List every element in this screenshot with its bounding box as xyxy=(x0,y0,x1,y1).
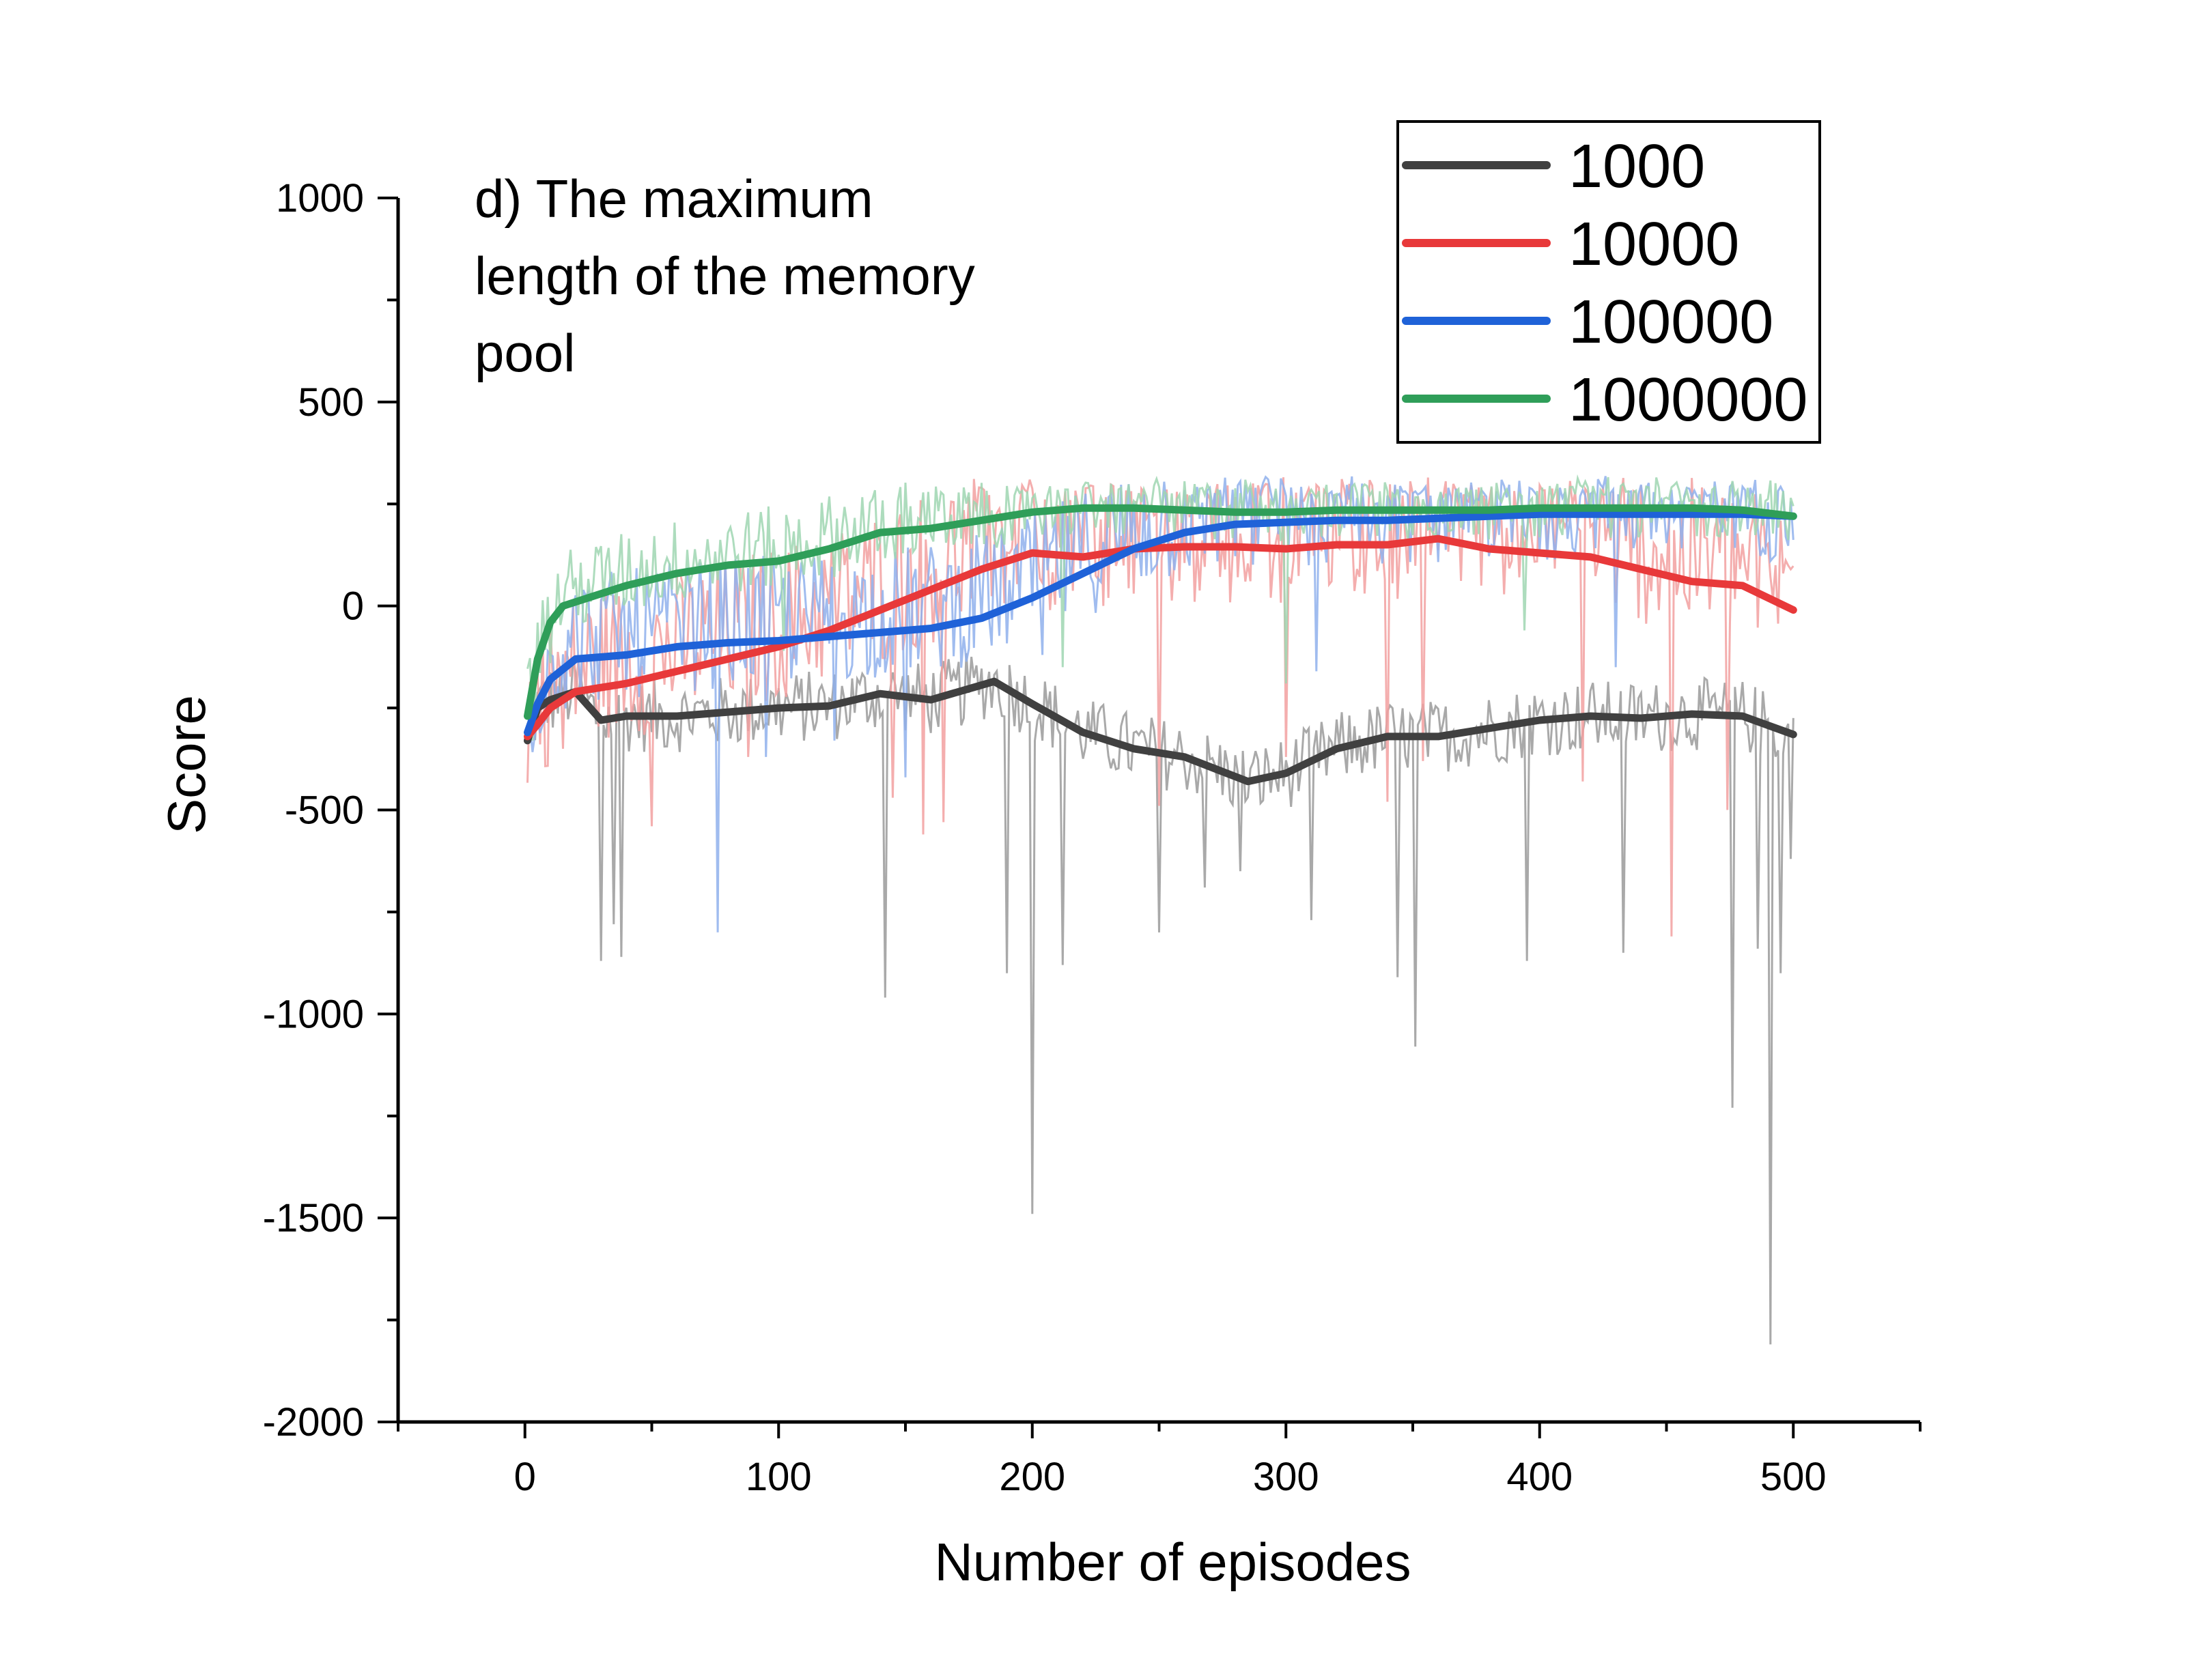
x-tick-label: 500 xyxy=(1760,1455,1827,1499)
y-tick-label: -2000 xyxy=(263,1400,364,1444)
x-axis-title: Number of episodes xyxy=(934,1532,1411,1592)
x-tick-label: 200 xyxy=(999,1455,1065,1499)
annotation-line: d) The maximum xyxy=(475,169,873,229)
raw-score-traces xyxy=(526,474,1794,1345)
annotation-line: length of the memory xyxy=(475,246,975,306)
legend-label-10000: 10000 xyxy=(1568,210,1739,279)
annotation-line: pool xyxy=(475,323,575,383)
y-axis-title: Score xyxy=(156,695,216,834)
series-line-1000000 xyxy=(524,504,1797,720)
x-tick-label: 100 xyxy=(746,1455,812,1499)
legend-label-1000: 1000 xyxy=(1568,132,1705,201)
smoothed-score-lines xyxy=(524,504,1797,786)
y-tick-label: 1000 xyxy=(276,176,364,220)
raw-trace-100000 xyxy=(526,475,1794,932)
y-tick-label: -1000 xyxy=(263,992,364,1036)
axes: 0 100 200 300 400 500 -2000 -1500 -1000 -500 0 500 1… xyxy=(156,176,1922,1592)
y-tick-label: -500 xyxy=(285,788,364,833)
series-line-10000 xyxy=(524,535,1797,741)
x-tick-label: 400 xyxy=(1506,1455,1573,1499)
y-tick-label: 0 xyxy=(342,584,364,629)
x-tick-label: 300 xyxy=(1253,1455,1319,1499)
legend-label-1000000: 1000000 xyxy=(1568,366,1807,434)
y-tick-label: 500 xyxy=(298,380,364,425)
y-tick-label: -1500 xyxy=(263,1196,364,1240)
legend: 1000 10000 100000 1000000 xyxy=(1396,120,1821,444)
series-line-1000 xyxy=(524,677,1797,786)
x-tick-label: 0 xyxy=(514,1455,536,1499)
series-line-100000 xyxy=(524,510,1797,737)
legend-label-100000: 100000 xyxy=(1568,288,1773,356)
chart-annotation: d) The maximum length of the memory pool xyxy=(475,169,975,383)
legend-box xyxy=(1396,120,1821,444)
